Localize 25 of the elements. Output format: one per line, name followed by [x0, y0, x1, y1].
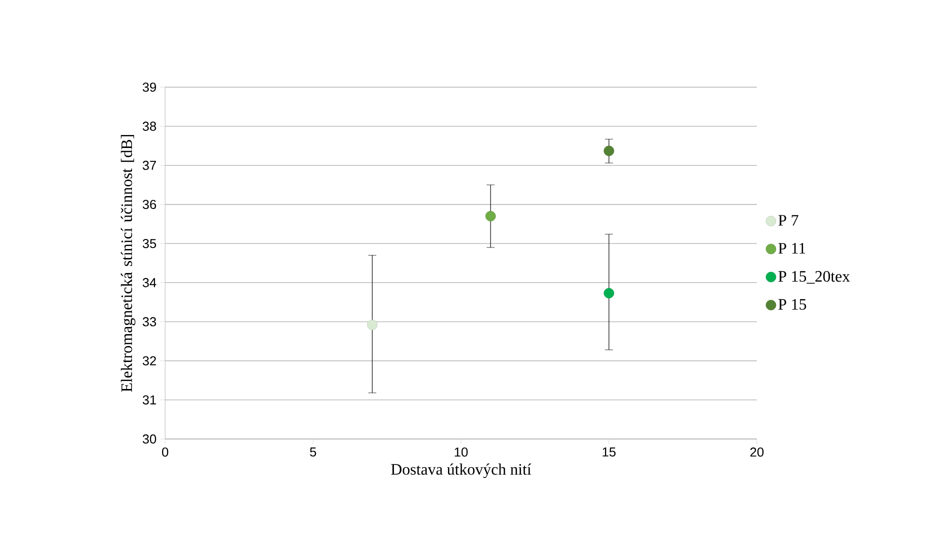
x-tick-label: 0: [162, 447, 168, 457]
x-tick-label: 15: [602, 447, 616, 456]
x-tick-label: 20: [750, 447, 764, 457]
point: [604, 288, 614, 298]
y-axis-title: Elektromagnetická stínicí účinnost [dB]: [120, 134, 136, 392]
legend-label: P 15_20tex: [778, 270, 850, 284]
y-tick-label: 38: [142, 122, 156, 131]
legend-label: P 15: [778, 298, 806, 310]
y-tick-label: 31: [142, 395, 156, 404]
x-axis-title: Dostava útkových nití: [391, 463, 532, 478]
y-tick-label: 30: [142, 434, 156, 444]
y-tick-label: 39: [142, 82, 156, 92]
x-tick-label: 10: [454, 447, 468, 457]
legend-label: P 11: [778, 242, 806, 254]
y-tick-label: 34: [142, 278, 156, 288]
y-tick-label: 33: [142, 317, 156, 326]
point: [367, 320, 378, 330]
y-tick-label: 36: [142, 200, 156, 209]
y-tick-label: 35: [142, 238, 156, 248]
x-tick-label: 5: [310, 447, 316, 456]
y-tick-label: 32: [142, 356, 156, 366]
legend-label: P 7: [778, 215, 798, 226]
point: [604, 146, 614, 156]
point: [485, 210, 496, 222]
y-tick-label: 37: [142, 160, 156, 170]
